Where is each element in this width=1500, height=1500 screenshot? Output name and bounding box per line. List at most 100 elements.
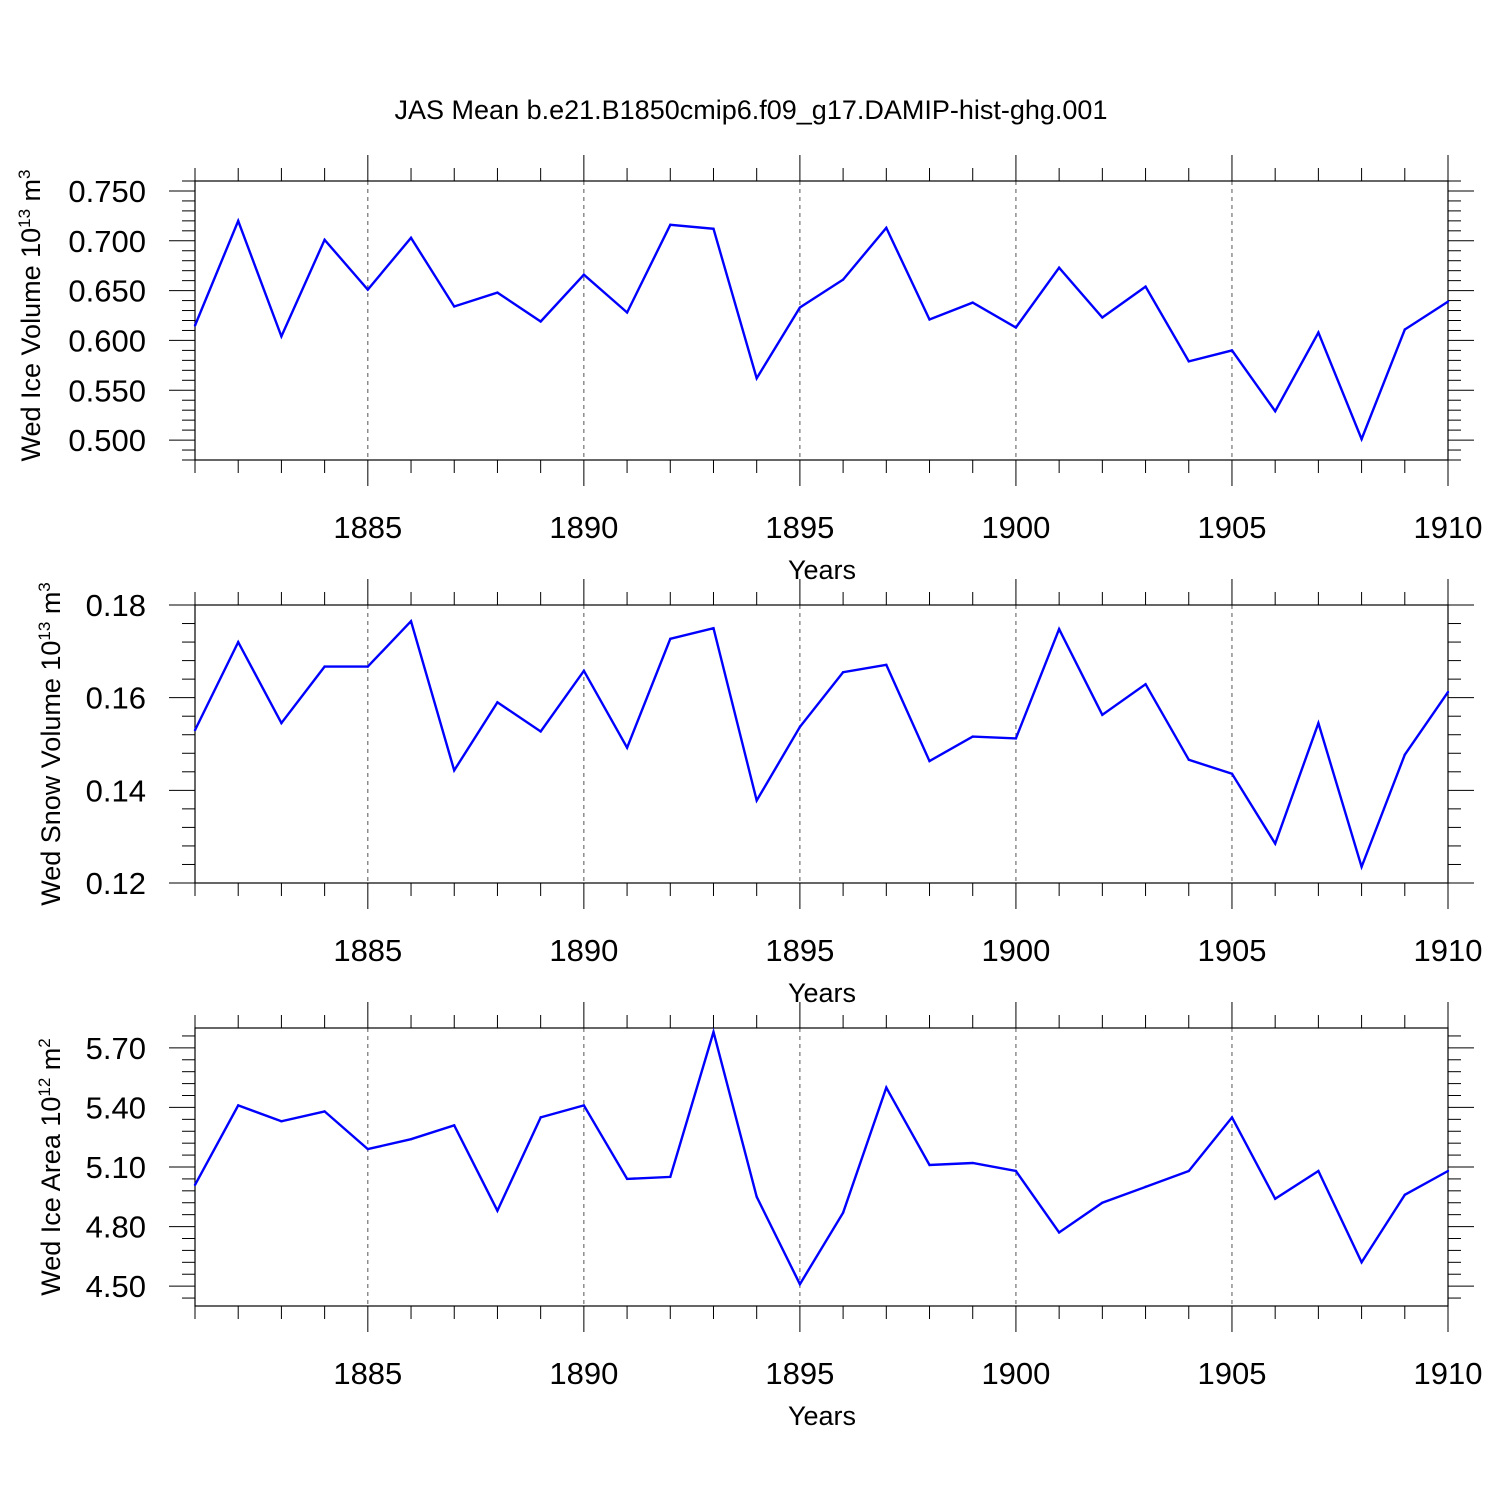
y-tick-label: 5.40: [86, 1090, 146, 1125]
data-point: [280, 335, 283, 338]
data-point: [582, 1104, 586, 1107]
data-point: [1317, 721, 1320, 725]
x-tick-label: 1885: [333, 1356, 402, 1391]
data-point: [841, 278, 845, 281]
data-point: [366, 288, 370, 291]
x-tick-label: 1885: [333, 510, 402, 545]
data-point: [366, 665, 370, 668]
y-axis-label-main: Wed Snow Volume 10: [36, 641, 66, 906]
x-tick-label: 1910: [1414, 933, 1483, 968]
data-point: [453, 305, 456, 308]
y-axis-label-main: Wed Ice Volume 10: [16, 228, 46, 462]
data-point: [928, 1163, 931, 1167]
data-point: [798, 725, 802, 729]
data-point: [1187, 360, 1190, 363]
y-axis-label: Wed Ice Area 1012 m2: [35, 1038, 66, 1296]
x-tick-label: 1885: [333, 933, 402, 968]
x-tick-label: 1890: [549, 1356, 618, 1391]
x-tick-label: 1895: [765, 1356, 834, 1391]
data-point: [669, 1175, 672, 1179]
data-point: [1101, 713, 1104, 717]
data-point: [712, 227, 715, 231]
data-point: [625, 1177, 629, 1181]
data-point: [193, 1183, 197, 1187]
data-point: [582, 669, 586, 672]
data-point: [193, 728, 197, 732]
x-tick-label: 1895: [765, 510, 834, 545]
data-point: [971, 735, 974, 738]
data-point: [928, 318, 931, 321]
x-axis-label: Years: [788, 1401, 856, 1431]
series-line: [193, 217, 1449, 443]
data-point: [669, 223, 672, 227]
panel-1: 0.500 0.550 0.600 0.650 0.700 0.750 1885 1890 18…: [15, 155, 1482, 585]
x-tick-label: 1910: [1414, 1356, 1483, 1391]
data-point: [1273, 842, 1277, 845]
data-point: [1273, 1197, 1277, 1200]
data-point: [1057, 266, 1061, 269]
data-point: [885, 663, 888, 666]
x-tick-label: 1900: [981, 933, 1050, 968]
series-line: [193, 1027, 1449, 1287]
y-tick-label: 0.600: [68, 323, 146, 358]
data-point: [1101, 316, 1104, 319]
y-tick-label: 4.50: [86, 1269, 146, 1304]
x-tick-label: 1890: [549, 933, 618, 968]
data-point: [1317, 1169, 1320, 1173]
data-point: [1144, 683, 1147, 686]
panel-2: 0.12 0.14 0.16 0.18 1885 1890 1895 1900 1905 1910…: [35, 579, 1482, 1008]
y-tick-label: 5.70: [86, 1031, 146, 1066]
data-point: [582, 273, 586, 276]
data-point: [539, 320, 542, 323]
data-point: [1057, 1231, 1061, 1234]
y-tick-label: 5.10: [86, 1150, 146, 1185]
y-tick-label: 0.700: [68, 224, 146, 259]
data-point: [237, 219, 240, 223]
y-tick-label: 0.750: [68, 174, 146, 209]
x-tick-label: 1905: [1197, 933, 1266, 968]
data-point: [885, 226, 888, 230]
data-point: [669, 637, 672, 641]
data-point: [539, 1116, 542, 1119]
y-tick-label: 0.650: [68, 274, 146, 309]
data-point: [280, 721, 283, 725]
data-point: [1360, 865, 1363, 868]
y-axis-label: Wed Ice Volume 1013 m3: [15, 169, 46, 461]
data-point: [798, 306, 802, 309]
data-point: [1230, 349, 1234, 352]
data-point: [1101, 1201, 1104, 1204]
y-axis-label-unit-exponent: 2: [35, 1038, 54, 1047]
data-point: [841, 1211, 845, 1214]
y-tick-label: 0.16: [86, 681, 146, 716]
x-tick-label: 1910: [1414, 510, 1483, 545]
x-tick-label: 1905: [1197, 1356, 1266, 1391]
data-point: [885, 1086, 888, 1089]
data-point: [755, 799, 758, 802]
data-point: [928, 759, 931, 763]
data-point: [496, 701, 499, 704]
y-tick-label: 0.550: [68, 373, 146, 408]
data-point: [193, 324, 197, 327]
data-point: [625, 746, 629, 749]
data-point: [1360, 437, 1363, 441]
plot-frame: [194, 1027, 1449, 1307]
y-axis-label-unit-exponent: 3: [15, 169, 34, 178]
data-point: [712, 1030, 715, 1034]
data-point: [280, 1120, 283, 1123]
data-point: [453, 769, 456, 772]
x-tick-label: 1905: [1197, 510, 1266, 545]
y-axis-label-exponent: 13: [15, 209, 34, 228]
data-point: [712, 626, 715, 630]
data-point: [1014, 326, 1018, 329]
y-axis-label-unit: m: [16, 179, 46, 209]
data-point: [1057, 627, 1061, 631]
x-axis-label: Years: [788, 978, 856, 1008]
y-axis-label-exponent: 13: [35, 622, 54, 641]
data-point: [453, 1124, 456, 1127]
y-axis-label-main: Wed Ice Area 10: [36, 1097, 66, 1296]
data-point: [409, 620, 413, 623]
data-point: [1446, 300, 1450, 303]
y-tick-label: 0.12: [86, 866, 146, 901]
y-tick-label: 0.500: [68, 423, 146, 458]
data-point: [1403, 753, 1406, 756]
